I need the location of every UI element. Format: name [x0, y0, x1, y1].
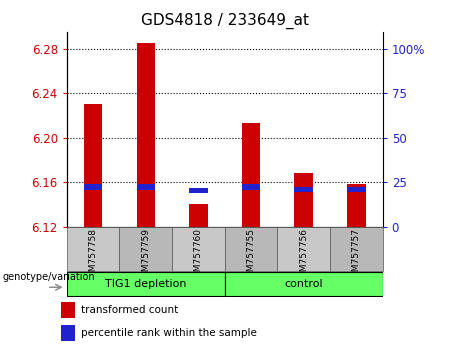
Text: GSM757759: GSM757759 — [141, 228, 150, 283]
Bar — [119, 227, 172, 271]
Bar — [278, 227, 330, 271]
Text: genotype/variation: genotype/variation — [2, 273, 95, 282]
Bar — [84, 104, 102, 227]
Bar — [67, 227, 119, 271]
Title: GDS4818 / 233649_at: GDS4818 / 233649_at — [141, 13, 309, 29]
Bar — [225, 272, 383, 296]
Bar — [172, 227, 225, 271]
Bar — [295, 173, 313, 227]
Bar — [347, 184, 366, 227]
Bar — [136, 43, 155, 227]
Bar — [61, 325, 75, 341]
Text: GSM757758: GSM757758 — [89, 228, 98, 283]
Bar — [330, 227, 383, 271]
Bar — [189, 204, 207, 227]
Bar — [347, 187, 366, 192]
Bar — [242, 184, 260, 190]
Bar — [225, 227, 278, 271]
Text: GSM757760: GSM757760 — [194, 228, 203, 283]
Bar — [84, 184, 102, 190]
Text: TIG1 depletion: TIG1 depletion — [105, 279, 187, 289]
Text: control: control — [284, 279, 323, 289]
Bar — [295, 187, 313, 192]
Bar — [67, 272, 225, 296]
Text: GSM757757: GSM757757 — [352, 228, 361, 283]
Bar — [136, 184, 155, 190]
Text: percentile rank within the sample: percentile rank within the sample — [81, 328, 257, 338]
Text: GSM757756: GSM757756 — [299, 228, 308, 283]
Bar — [242, 123, 260, 227]
Text: GSM757755: GSM757755 — [247, 228, 255, 283]
Bar — [61, 302, 75, 318]
Text: transformed count: transformed count — [81, 305, 178, 315]
Bar — [189, 188, 207, 193]
